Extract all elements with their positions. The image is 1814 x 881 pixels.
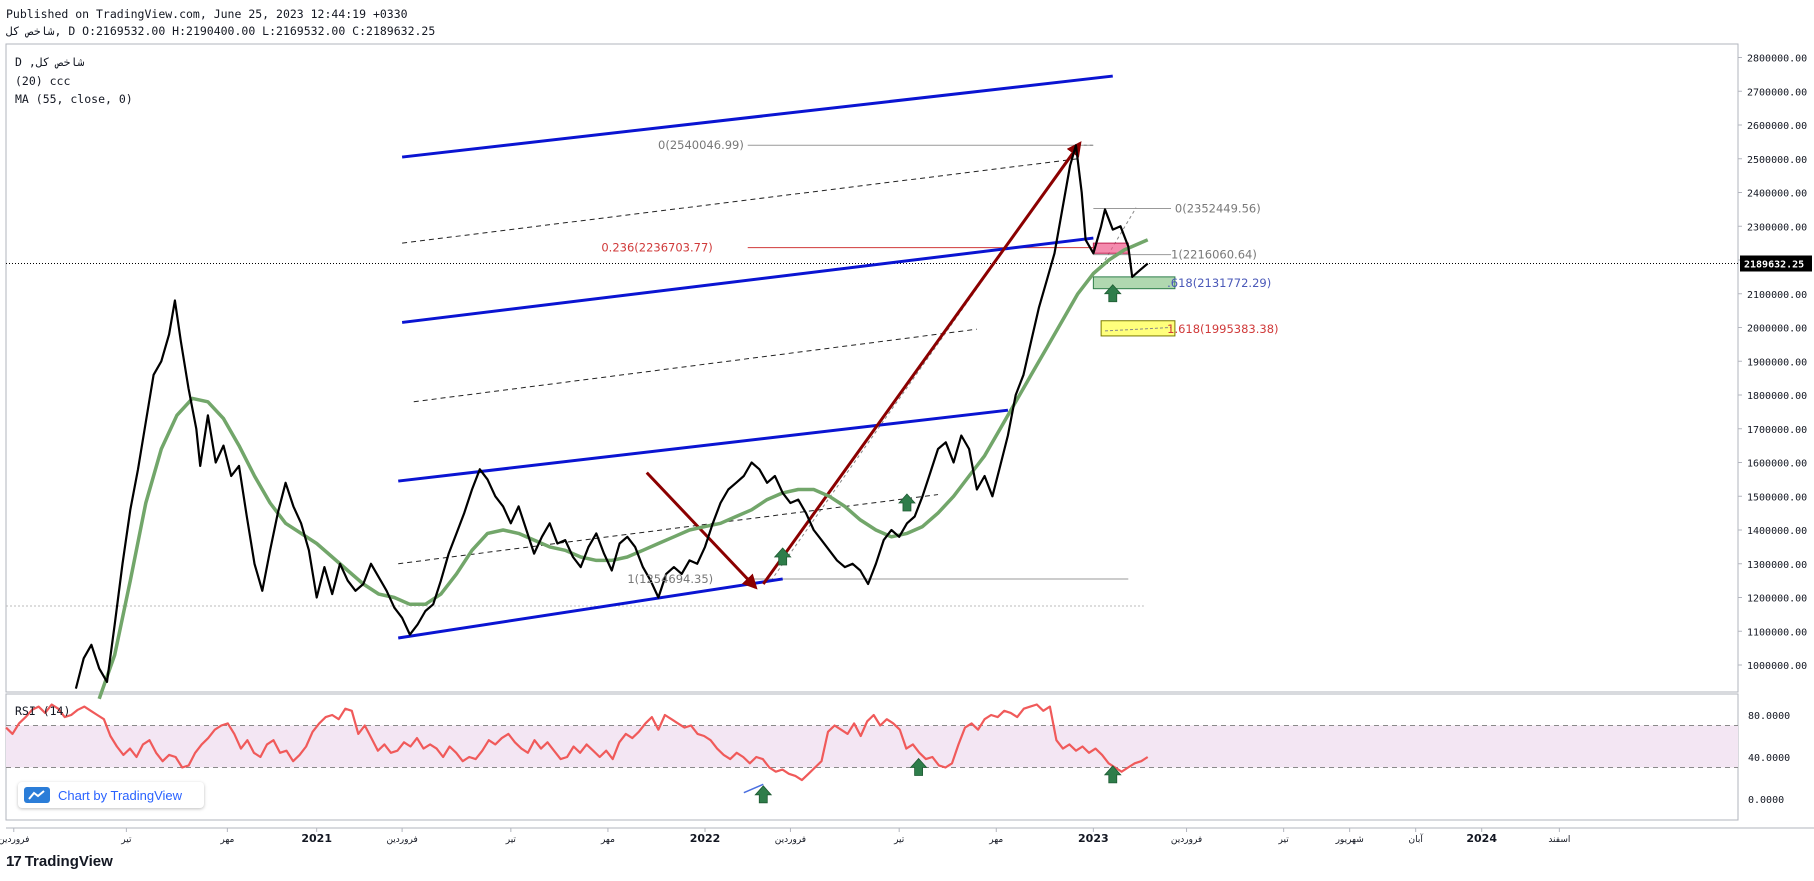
price-tick-label: 1700000.00 bbox=[1747, 425, 1807, 436]
fib-level-label: 0(2540046.99) bbox=[658, 138, 744, 152]
target-zone-box bbox=[1100, 320, 1176, 337]
fib-level-label: 1(2216060.64) bbox=[1171, 248, 1257, 262]
time-tick-label: ﻓﺮوردﯾﻦ bbox=[1171, 835, 1202, 845]
channel-line[interactable] bbox=[398, 408, 1009, 483]
rsi-legend[interactable]: RSI (14) bbox=[15, 704, 71, 718]
price-tick-label: 1800000.00 bbox=[1747, 391, 1807, 402]
time-tick-label: ﺗﯿﺮ bbox=[1278, 835, 1290, 845]
rsi-divergence-arrow[interactable] bbox=[743, 783, 764, 794]
fib-trend-line bbox=[770, 144, 1079, 581]
price-tick-label: 1000000.00 bbox=[1747, 661, 1807, 672]
price-line bbox=[74, 144, 1149, 689]
rsi-up-arrow-marker bbox=[754, 785, 773, 804]
price-tick-label: 1500000.00 bbox=[1747, 492, 1807, 503]
up-arrow-marker bbox=[898, 493, 916, 512]
rsi-tick-label: 80.0000 bbox=[1748, 711, 1790, 722]
price-tick-label: 1400000.00 bbox=[1747, 526, 1807, 537]
rsi-up-arrow-marker bbox=[1103, 765, 1122, 784]
last-price-label: 2189632.25 bbox=[1744, 259, 1804, 270]
cloud-icon bbox=[24, 787, 50, 803]
time-tick-label: ﻣﻬﺮ bbox=[600, 835, 615, 845]
price-tick-label: 2600000.00 bbox=[1747, 121, 1807, 132]
logo-text: TradingView bbox=[24, 853, 113, 870]
fib-level-label: .618(2131772.29) bbox=[1167, 276, 1271, 290]
published-header: Published on TradingView.com, June 25, 2… bbox=[6, 7, 408, 21]
trend-arrow[interactable] bbox=[645, 471, 758, 590]
time-tick-label: ﺷﻬﺮﯾﻮر bbox=[1335, 835, 1364, 845]
badge-text[interactable]: Chart by TradingView bbox=[58, 787, 183, 803]
price-tick-label: 2400000.00 bbox=[1747, 189, 1807, 200]
channel-midline[interactable] bbox=[413, 328, 977, 403]
legend-ma[interactable]: MA (55, close, 0) bbox=[15, 92, 133, 106]
time-tick-label: 2024 bbox=[1466, 832, 1497, 845]
time-tick-label: 2023 bbox=[1078, 832, 1109, 845]
price-tick-label: 2800000.00 bbox=[1747, 54, 1807, 65]
trend-arrow[interactable] bbox=[762, 141, 1082, 585]
time-tick-label: آﺑﺎن bbox=[1408, 833, 1423, 845]
time-tick-label: 2022 bbox=[690, 832, 721, 845]
time-tick-label: ﻓﺮوردﯾﻦ bbox=[775, 835, 806, 845]
target-zone-line bbox=[1104, 327, 1172, 332]
price-tick-label: 1100000.00 bbox=[1747, 627, 1807, 638]
rsi-up-arrow-marker bbox=[909, 757, 928, 776]
price-tick-label: 2000000.00 bbox=[1747, 324, 1807, 335]
price-pane-frame bbox=[5, 43, 1739, 693]
time-tick-label: ﺗﯿﺮ bbox=[893, 835, 905, 845]
tradingview-logo[interactable]: 17 TradingView bbox=[6, 853, 113, 870]
rsi-line bbox=[5, 703, 1149, 782]
rsi-tick-label: 40.0000 bbox=[1748, 753, 1790, 764]
time-tick-label: ﻣﻬﺮ bbox=[988, 835, 1003, 845]
time-tick-label: 2021 bbox=[301, 832, 332, 845]
fib-level-label: 1(1254694.35) bbox=[627, 572, 713, 586]
symbol-ohlc-line: ﺷﺎﺧﺺ ﮐﻞ, D O:2169532.00 H:2190400.00 L:2… bbox=[6, 24, 435, 38]
price-tick-label: 2300000.00 bbox=[1747, 222, 1807, 233]
time-tick-label: ﻓﺮوردﯾﻦ bbox=[0, 835, 29, 845]
ma-55-line bbox=[97, 238, 1149, 700]
channel-midline[interactable] bbox=[398, 494, 939, 565]
channel-line[interactable] bbox=[401, 74, 1113, 159]
price-tick-label: 1200000.00 bbox=[1747, 594, 1807, 605]
rsi-tick-label: 0.0000 bbox=[1748, 795, 1784, 806]
time-tick-label: اﺳﻔﻨﺪ bbox=[1548, 835, 1570, 845]
fib-level-label: 0.236(2236703.77) bbox=[601, 241, 712, 255]
fib-trend-line bbox=[1104, 207, 1137, 261]
channel-midline[interactable] bbox=[402, 158, 1078, 244]
symbol-name: ﺷﺎﺧﺺ ﮐﻞ bbox=[6, 24, 55, 38]
time-tick-label: ﻓﺮوردﯾﻦ bbox=[386, 835, 417, 845]
support-zone-box bbox=[1092, 276, 1176, 290]
legend-indicator-1[interactable]: (20) ccc bbox=[15, 74, 71, 88]
fib-level-label: 1.618(1995383.38) bbox=[1167, 322, 1278, 336]
time-tick-label: ﺗﯿﺮ bbox=[120, 835, 132, 845]
ohlc-values: , D O:2169532.00 H:2190400.00 L:2169532.… bbox=[54, 24, 436, 38]
fib-level-label: 0(2352449.56) bbox=[1175, 202, 1261, 216]
channel-line[interactable] bbox=[397, 577, 783, 640]
last-price-tag bbox=[1740, 255, 1812, 272]
price-tick-label: 1600000.00 bbox=[1747, 459, 1807, 470]
price-tick-label: 1900000.00 bbox=[1747, 357, 1807, 368]
price-tick-label: 2700000.00 bbox=[1747, 87, 1807, 98]
up-arrow-marker bbox=[1103, 284, 1122, 303]
tradingview-badge[interactable]: Chart by TradingView bbox=[18, 782, 204, 808]
time-tick-label: ﻣﻬﺮ bbox=[219, 835, 234, 845]
channel-line[interactable] bbox=[401, 236, 1094, 324]
legend-symbol[interactable]: D ,ﺷﺎﺧﺺ ﮐﻞ bbox=[15, 55, 85, 69]
price-tick-label: 2100000.00 bbox=[1747, 290, 1807, 301]
logo-mark: 17 bbox=[6, 853, 22, 870]
up-arrow-marker bbox=[773, 547, 792, 566]
price-tick-label: 1300000.00 bbox=[1747, 560, 1807, 571]
price-tick-label: 2500000.00 bbox=[1747, 155, 1807, 166]
time-tick-label: ﺗﯿﺮ bbox=[505, 835, 517, 845]
